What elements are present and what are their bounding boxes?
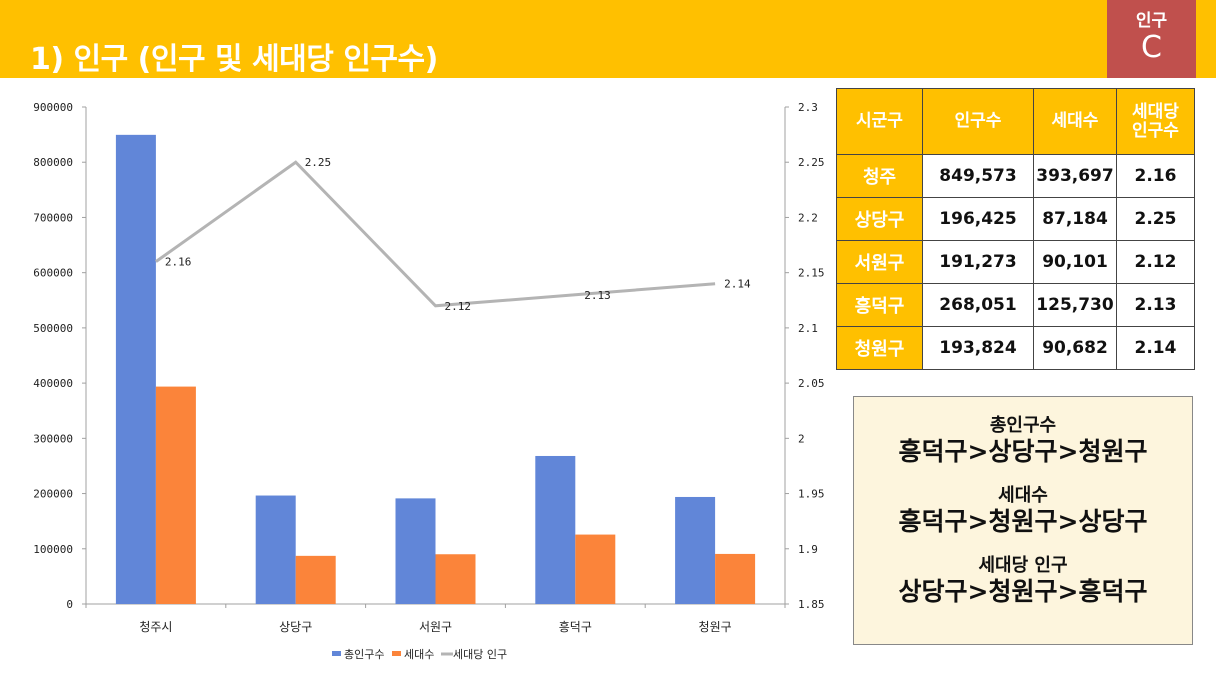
table-cell: 87,184 xyxy=(1033,197,1117,241)
table-row: 청주 849,573 393,697 2.16 xyxy=(836,154,1195,198)
table-cell: 청주 xyxy=(836,154,923,198)
population-chart: 0 100000 200000 300000 400000 500000 600000 700… xyxy=(33,101,825,661)
bar-households xyxy=(435,554,476,604)
bar-households xyxy=(575,534,616,604)
legend-label: 세대당 인구 xyxy=(453,648,507,661)
line-data-label: 2.25 xyxy=(305,156,332,169)
y-tick-label-left: 300000 xyxy=(33,432,73,445)
table-header-cell: 시군구 xyxy=(836,88,923,155)
y-tick-label-left: 100000 xyxy=(33,543,73,556)
x-tick-label: 흥덕구 xyxy=(559,620,592,634)
y-tick-label-left: 500000 xyxy=(33,322,73,335)
bar-households xyxy=(715,553,756,604)
line-data-label: 2.13 xyxy=(584,289,611,302)
y-tick-label-right: 2.15 xyxy=(798,267,825,280)
y-tick-label-right: 2.1 xyxy=(798,322,818,335)
y-tick-label-left: 0 xyxy=(66,598,73,611)
y-tick-label-right: 2.05 xyxy=(798,377,825,390)
summary-value: 흥덕구>청원구>상당구 xyxy=(898,507,1148,536)
legend-swatch xyxy=(332,651,341,656)
bar-population xyxy=(535,455,576,604)
y-tick-label-right: 2.25 xyxy=(798,156,825,169)
table-cell: 393,697 xyxy=(1033,154,1117,198)
y-tick-label-right: 2 xyxy=(798,432,805,445)
y-tick-label-left: 200000 xyxy=(33,488,73,501)
summary-label: 세대수 xyxy=(998,485,1048,506)
y-tick-label-right: 1.85 xyxy=(798,598,825,611)
line-data-label: 2.12 xyxy=(445,300,472,313)
table-cell: 2.13 xyxy=(1116,283,1195,327)
table-cell: 196,425 xyxy=(922,197,1034,241)
y-tick-label-left: 700000 xyxy=(33,211,73,224)
page-title: 1) 인구 (인구 및 세대당 인구수) xyxy=(30,42,438,77)
table-cell: 상당구 xyxy=(836,197,923,241)
table-header-cell: 인구수 xyxy=(922,88,1034,155)
summary-label: 세대당 인구 xyxy=(978,555,1068,576)
table-cell: 서원구 xyxy=(836,240,923,284)
summary-block: 세대수 흥덕구>청원구>상당구 xyxy=(854,481,1192,537)
table-cell: 2.25 xyxy=(1116,197,1195,241)
table-cell: 90,101 xyxy=(1033,240,1117,284)
population-table: 시군구 인구수 세대수 세대당 인구수 청주 849,573 393,697 2… xyxy=(836,88,1195,370)
summary-box: 총인구수 흥덕구>상당구>청원구 세대수 흥덕구>청원구>상당구 세대당 인구 … xyxy=(853,396,1193,645)
bar-population xyxy=(395,498,436,604)
line-series-per-household xyxy=(155,160,716,308)
table-header-row: 시군구 인구수 세대수 세대당 인구수 xyxy=(836,88,1195,155)
bar-population xyxy=(255,495,296,604)
header-bar: 1) 인구 (인구 및 세대당 인구수) xyxy=(0,0,1216,78)
y-tick-label-left: 400000 xyxy=(33,377,73,390)
y-tick-label-left: 600000 xyxy=(33,267,73,280)
y-tick-label-left: 900000 xyxy=(33,101,73,114)
table-cell: 90,682 xyxy=(1033,326,1117,370)
table-cell: 2.16 xyxy=(1116,154,1195,198)
table-row: 흥덕구 268,051 125,730 2.13 xyxy=(836,283,1195,327)
table-row: 상당구 196,425 87,184 2.25 xyxy=(836,197,1195,241)
table-cell: 849,573 xyxy=(922,154,1034,198)
legend-label: 총인구수 xyxy=(344,648,384,661)
section-tag-letter: C xyxy=(1141,30,1162,65)
summary-block: 총인구수 흥덕구>상당구>청원구 xyxy=(854,411,1192,467)
section-tag: 인구 C xyxy=(1107,0,1196,78)
table-cell: 청원구 xyxy=(836,326,923,370)
summary-label: 총인구수 xyxy=(989,415,1057,436)
bar-households xyxy=(295,555,336,604)
y-tick-label-right: 2.2 xyxy=(798,211,818,224)
x-tick-label: 청원구 xyxy=(699,620,732,634)
table-cell: 흥덕구 xyxy=(836,283,923,327)
y-tick-label-right: 2.3 xyxy=(798,101,818,114)
y-tick-label-right: 1.95 xyxy=(798,488,825,501)
table-row: 서원구 191,273 90,101 2.12 xyxy=(836,240,1195,284)
table-cell: 2.14 xyxy=(1116,326,1195,370)
y-tick-label-left: 800000 xyxy=(33,156,73,169)
line-data-label: 2.14 xyxy=(724,278,751,291)
summary-block: 세대당 인구 상당구>청원구>흥덕구 xyxy=(854,551,1192,607)
x-tick-label: 청주시 xyxy=(139,620,172,634)
table-cell: 2.12 xyxy=(1116,240,1195,284)
table-header-cell: 세대당 인구수 xyxy=(1116,88,1195,155)
summary-value: 상당구>청원구>흥덕구 xyxy=(898,577,1148,606)
table-cell: 191,273 xyxy=(922,240,1034,284)
table-cell: 125,730 xyxy=(1033,283,1117,327)
table-header-cell: 세대수 xyxy=(1033,88,1117,155)
summary-value: 흥덕구>상당구>청원구 xyxy=(898,437,1148,466)
x-tick-label: 상당구 xyxy=(279,620,312,634)
legend-label: 세대수 xyxy=(404,648,434,661)
table-row: 청원구 193,824 90,682 2.14 xyxy=(836,326,1195,370)
legend-swatch xyxy=(392,651,401,656)
bar-households xyxy=(155,386,196,604)
line-data-label: 2.16 xyxy=(165,256,192,269)
section-tag-label: 인구 xyxy=(1135,11,1168,31)
bar-population xyxy=(675,496,716,604)
table-cell: 193,824 xyxy=(922,326,1034,370)
bar-population xyxy=(115,134,156,604)
table-cell: 268,051 xyxy=(922,283,1034,327)
y-tick-label-right: 1.9 xyxy=(798,543,818,556)
x-tick-label: 서원구 xyxy=(419,620,452,634)
